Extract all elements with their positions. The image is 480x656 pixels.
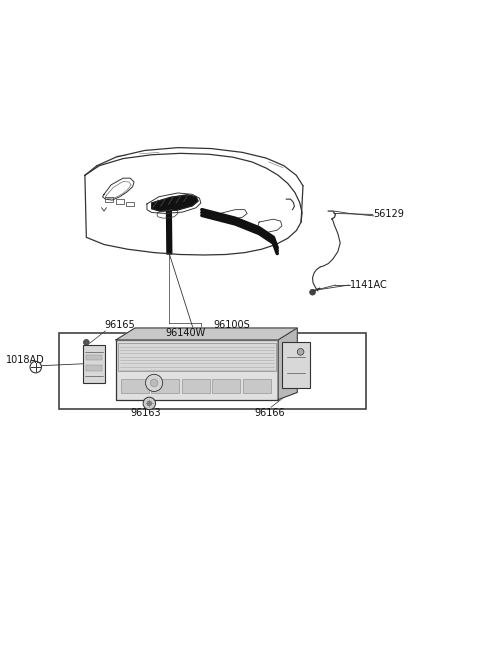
Text: 96100S: 96100S (214, 320, 251, 330)
Circle shape (150, 379, 158, 386)
Text: 96140W: 96140W (165, 328, 205, 338)
Text: 96165: 96165 (104, 320, 135, 330)
Text: 1018AD: 1018AD (6, 355, 45, 365)
Bar (212, 379, 240, 394)
Bar (83, 344, 106, 383)
Bar (282, 342, 310, 388)
Bar (243, 379, 271, 394)
Bar (118, 343, 276, 371)
Text: 96163: 96163 (130, 408, 161, 418)
Text: 56129: 56129 (373, 209, 405, 219)
Circle shape (145, 375, 163, 392)
Polygon shape (167, 210, 172, 254)
Circle shape (310, 289, 315, 295)
Circle shape (143, 397, 156, 409)
Circle shape (147, 401, 152, 406)
Bar (106, 197, 113, 201)
Circle shape (84, 339, 89, 345)
Bar (86, 355, 102, 360)
Text: 1141AC: 1141AC (350, 280, 387, 290)
Bar (126, 201, 134, 206)
Polygon shape (116, 328, 297, 340)
Bar (59, 333, 366, 409)
Circle shape (297, 348, 304, 355)
Bar (120, 379, 149, 394)
Polygon shape (278, 328, 297, 400)
Text: 96166: 96166 (254, 408, 285, 418)
Polygon shape (152, 195, 198, 211)
Bar (182, 379, 210, 394)
Bar (86, 365, 102, 371)
Bar (151, 379, 180, 394)
Bar (116, 340, 278, 400)
Bar (116, 199, 123, 204)
